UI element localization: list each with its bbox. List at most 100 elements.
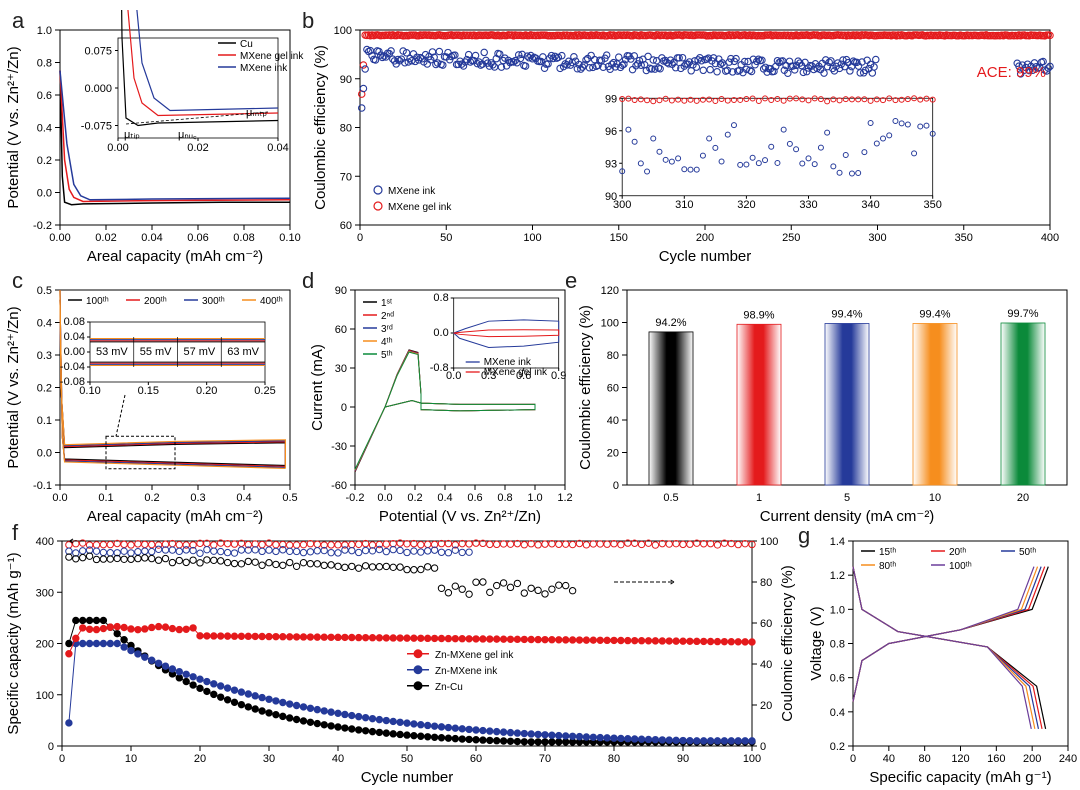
svg-text:MXene gel ink: MXene gel ink bbox=[388, 202, 452, 213]
svg-text:Cu: Cu bbox=[240, 39, 253, 50]
svg-text:330: 330 bbox=[799, 199, 817, 211]
panel-b: 05010015020025030035040060708090100Cycle… bbox=[305, 10, 1075, 270]
svg-text:0.8: 0.8 bbox=[830, 639, 845, 651]
svg-text:0.0: 0.0 bbox=[37, 188, 52, 200]
svg-text:5ᵗʰ: 5ᵗʰ bbox=[381, 350, 393, 361]
svg-text:0.0: 0.0 bbox=[433, 327, 448, 339]
svg-text:0.4: 0.4 bbox=[37, 123, 52, 135]
svg-text:60: 60 bbox=[340, 220, 352, 232]
svg-text:0.1: 0.1 bbox=[98, 492, 113, 504]
svg-text:3ʳᵈ: 3ʳᵈ bbox=[381, 324, 393, 335]
svg-text:0.08: 0.08 bbox=[64, 316, 85, 328]
svg-text:0.10: 0.10 bbox=[279, 232, 300, 244]
svg-text:0.9: 0.9 bbox=[551, 370, 566, 382]
svg-text:10: 10 bbox=[929, 492, 941, 504]
svg-text:15ᵗʰ: 15ᵗʰ bbox=[879, 547, 896, 558]
svg-text:Zn-MXene ink: Zn-MXene ink bbox=[435, 666, 498, 677]
svg-text:Areal capacity (mAh cm⁻²): Areal capacity (mAh cm⁻²) bbox=[87, 248, 263, 265]
svg-text:20: 20 bbox=[194, 753, 206, 765]
svg-text:-0.1: -0.1 bbox=[33, 480, 52, 492]
svg-text:300: 300 bbox=[868, 232, 886, 244]
svg-text:40: 40 bbox=[760, 659, 772, 671]
svg-text:0.00: 0.00 bbox=[107, 142, 128, 154]
bar-1 bbox=[737, 324, 781, 485]
svg-text:90: 90 bbox=[677, 753, 689, 765]
svg-text:Coulomic efficiency (%): Coulomic efficiency (%) bbox=[779, 565, 796, 721]
svg-text:0.6: 0.6 bbox=[37, 90, 52, 102]
svg-text:90: 90 bbox=[340, 74, 352, 86]
svg-text:1.0: 1.0 bbox=[830, 604, 845, 616]
svg-text:99: 99 bbox=[605, 93, 617, 105]
svg-text:310: 310 bbox=[675, 199, 693, 211]
svg-text:200: 200 bbox=[696, 232, 714, 244]
svg-text:120: 120 bbox=[601, 285, 619, 297]
svg-text:0.4: 0.4 bbox=[236, 492, 251, 504]
svg-text:5: 5 bbox=[844, 492, 850, 504]
svg-text:0.04: 0.04 bbox=[267, 142, 288, 154]
svg-text:Cycle number: Cycle number bbox=[659, 248, 752, 265]
svg-text:100: 100 bbox=[334, 25, 352, 37]
svg-text:ACE: 99%: ACE: 99% bbox=[977, 64, 1046, 81]
svg-text:80: 80 bbox=[760, 577, 772, 589]
svg-text:1: 1 bbox=[756, 492, 762, 504]
svg-text:350: 350 bbox=[924, 199, 942, 211]
svg-text:100: 100 bbox=[36, 690, 54, 702]
svg-text:100: 100 bbox=[601, 318, 619, 330]
svg-text:350: 350 bbox=[955, 232, 973, 244]
svg-text:0.2: 0.2 bbox=[407, 492, 422, 504]
svg-text:MXene ink: MXene ink bbox=[388, 186, 436, 197]
svg-text:200: 200 bbox=[36, 639, 54, 651]
svg-text:300: 300 bbox=[613, 199, 631, 211]
svg-text:-0.08: -0.08 bbox=[60, 376, 85, 388]
svg-text:20: 20 bbox=[760, 700, 772, 712]
svg-text:Cycle number: Cycle number bbox=[361, 769, 454, 785]
svg-text:99.7%: 99.7% bbox=[1007, 308, 1038, 320]
svg-text:Potential (V vs. Zn²⁺/Zn): Potential (V vs. Zn²⁺/Zn) bbox=[5, 46, 22, 208]
svg-text:80: 80 bbox=[607, 350, 619, 362]
svg-text:98.9%: 98.9% bbox=[743, 309, 774, 321]
svg-text:160: 160 bbox=[987, 753, 1005, 765]
svg-text:MXene gel ink: MXene gel ink bbox=[240, 51, 304, 62]
svg-text:0.5: 0.5 bbox=[37, 285, 52, 297]
svg-text:400: 400 bbox=[36, 536, 54, 548]
svg-text:1.2: 1.2 bbox=[830, 570, 845, 582]
svg-text:100ᵗʰ: 100ᵗʰ bbox=[949, 561, 972, 572]
panel-g: 040801201602002400.20.40.60.81.01.21.4Sp… bbox=[805, 523, 1080, 785]
svg-text:0.3: 0.3 bbox=[190, 492, 205, 504]
svg-text:0.4: 0.4 bbox=[437, 492, 452, 504]
svg-text:0: 0 bbox=[48, 741, 54, 753]
svg-text:99.4%: 99.4% bbox=[919, 308, 950, 320]
svg-text:0.1: 0.1 bbox=[37, 415, 52, 427]
svg-text:200ᵗʰ: 200ᵗʰ bbox=[144, 296, 167, 307]
svg-text:-0.075: -0.075 bbox=[81, 121, 112, 133]
svg-text:99.4%: 99.4% bbox=[831, 308, 862, 320]
svg-text:40: 40 bbox=[607, 415, 619, 427]
svg-text:-0.8: -0.8 bbox=[430, 362, 449, 374]
panel-c-container: 0.00.10.20.30.40.5-0.10.00.10.20.30.40.5… bbox=[0, 270, 305, 535]
svg-text:0.04: 0.04 bbox=[141, 232, 162, 244]
svg-text:0.04: 0.04 bbox=[64, 331, 85, 343]
svg-text:0: 0 bbox=[357, 232, 363, 244]
svg-text:20: 20 bbox=[607, 448, 619, 460]
svg-text:Specific capacity (mAh g⁻¹): Specific capacity (mAh g⁻¹) bbox=[5, 552, 22, 734]
svg-text:50ᵗʰ: 50ᵗʰ bbox=[1019, 547, 1036, 558]
svg-text:0.20: 0.20 bbox=[196, 385, 217, 397]
svg-text:μₙᵤ꜀: μₙᵤ꜀ bbox=[178, 129, 197, 141]
svg-text:80: 80 bbox=[608, 753, 620, 765]
svg-text:-0.2: -0.2 bbox=[33, 220, 52, 232]
svg-text:80: 80 bbox=[340, 123, 352, 135]
svg-text:1.0: 1.0 bbox=[37, 25, 52, 37]
bar-10 bbox=[913, 323, 957, 485]
svg-text:0: 0 bbox=[59, 753, 65, 765]
svg-text:1.2: 1.2 bbox=[557, 492, 572, 504]
svg-text:1ˢᵗ: 1ˢᵗ bbox=[381, 298, 392, 309]
svg-text:150: 150 bbox=[610, 232, 628, 244]
svg-text:63 mV: 63 mV bbox=[227, 346, 259, 358]
svg-text:-0.04: -0.04 bbox=[60, 361, 85, 373]
svg-text:30: 30 bbox=[335, 363, 347, 375]
svg-text:Coulombic efficiency (%): Coulombic efficiency (%) bbox=[312, 45, 329, 210]
svg-text:0.2: 0.2 bbox=[144, 492, 159, 504]
svg-text:0.6: 0.6 bbox=[467, 492, 482, 504]
panel-e: 020406080100120Current density (mA cm⁻²)… bbox=[572, 270, 1080, 530]
svg-text:MXene ink: MXene ink bbox=[240, 63, 288, 74]
